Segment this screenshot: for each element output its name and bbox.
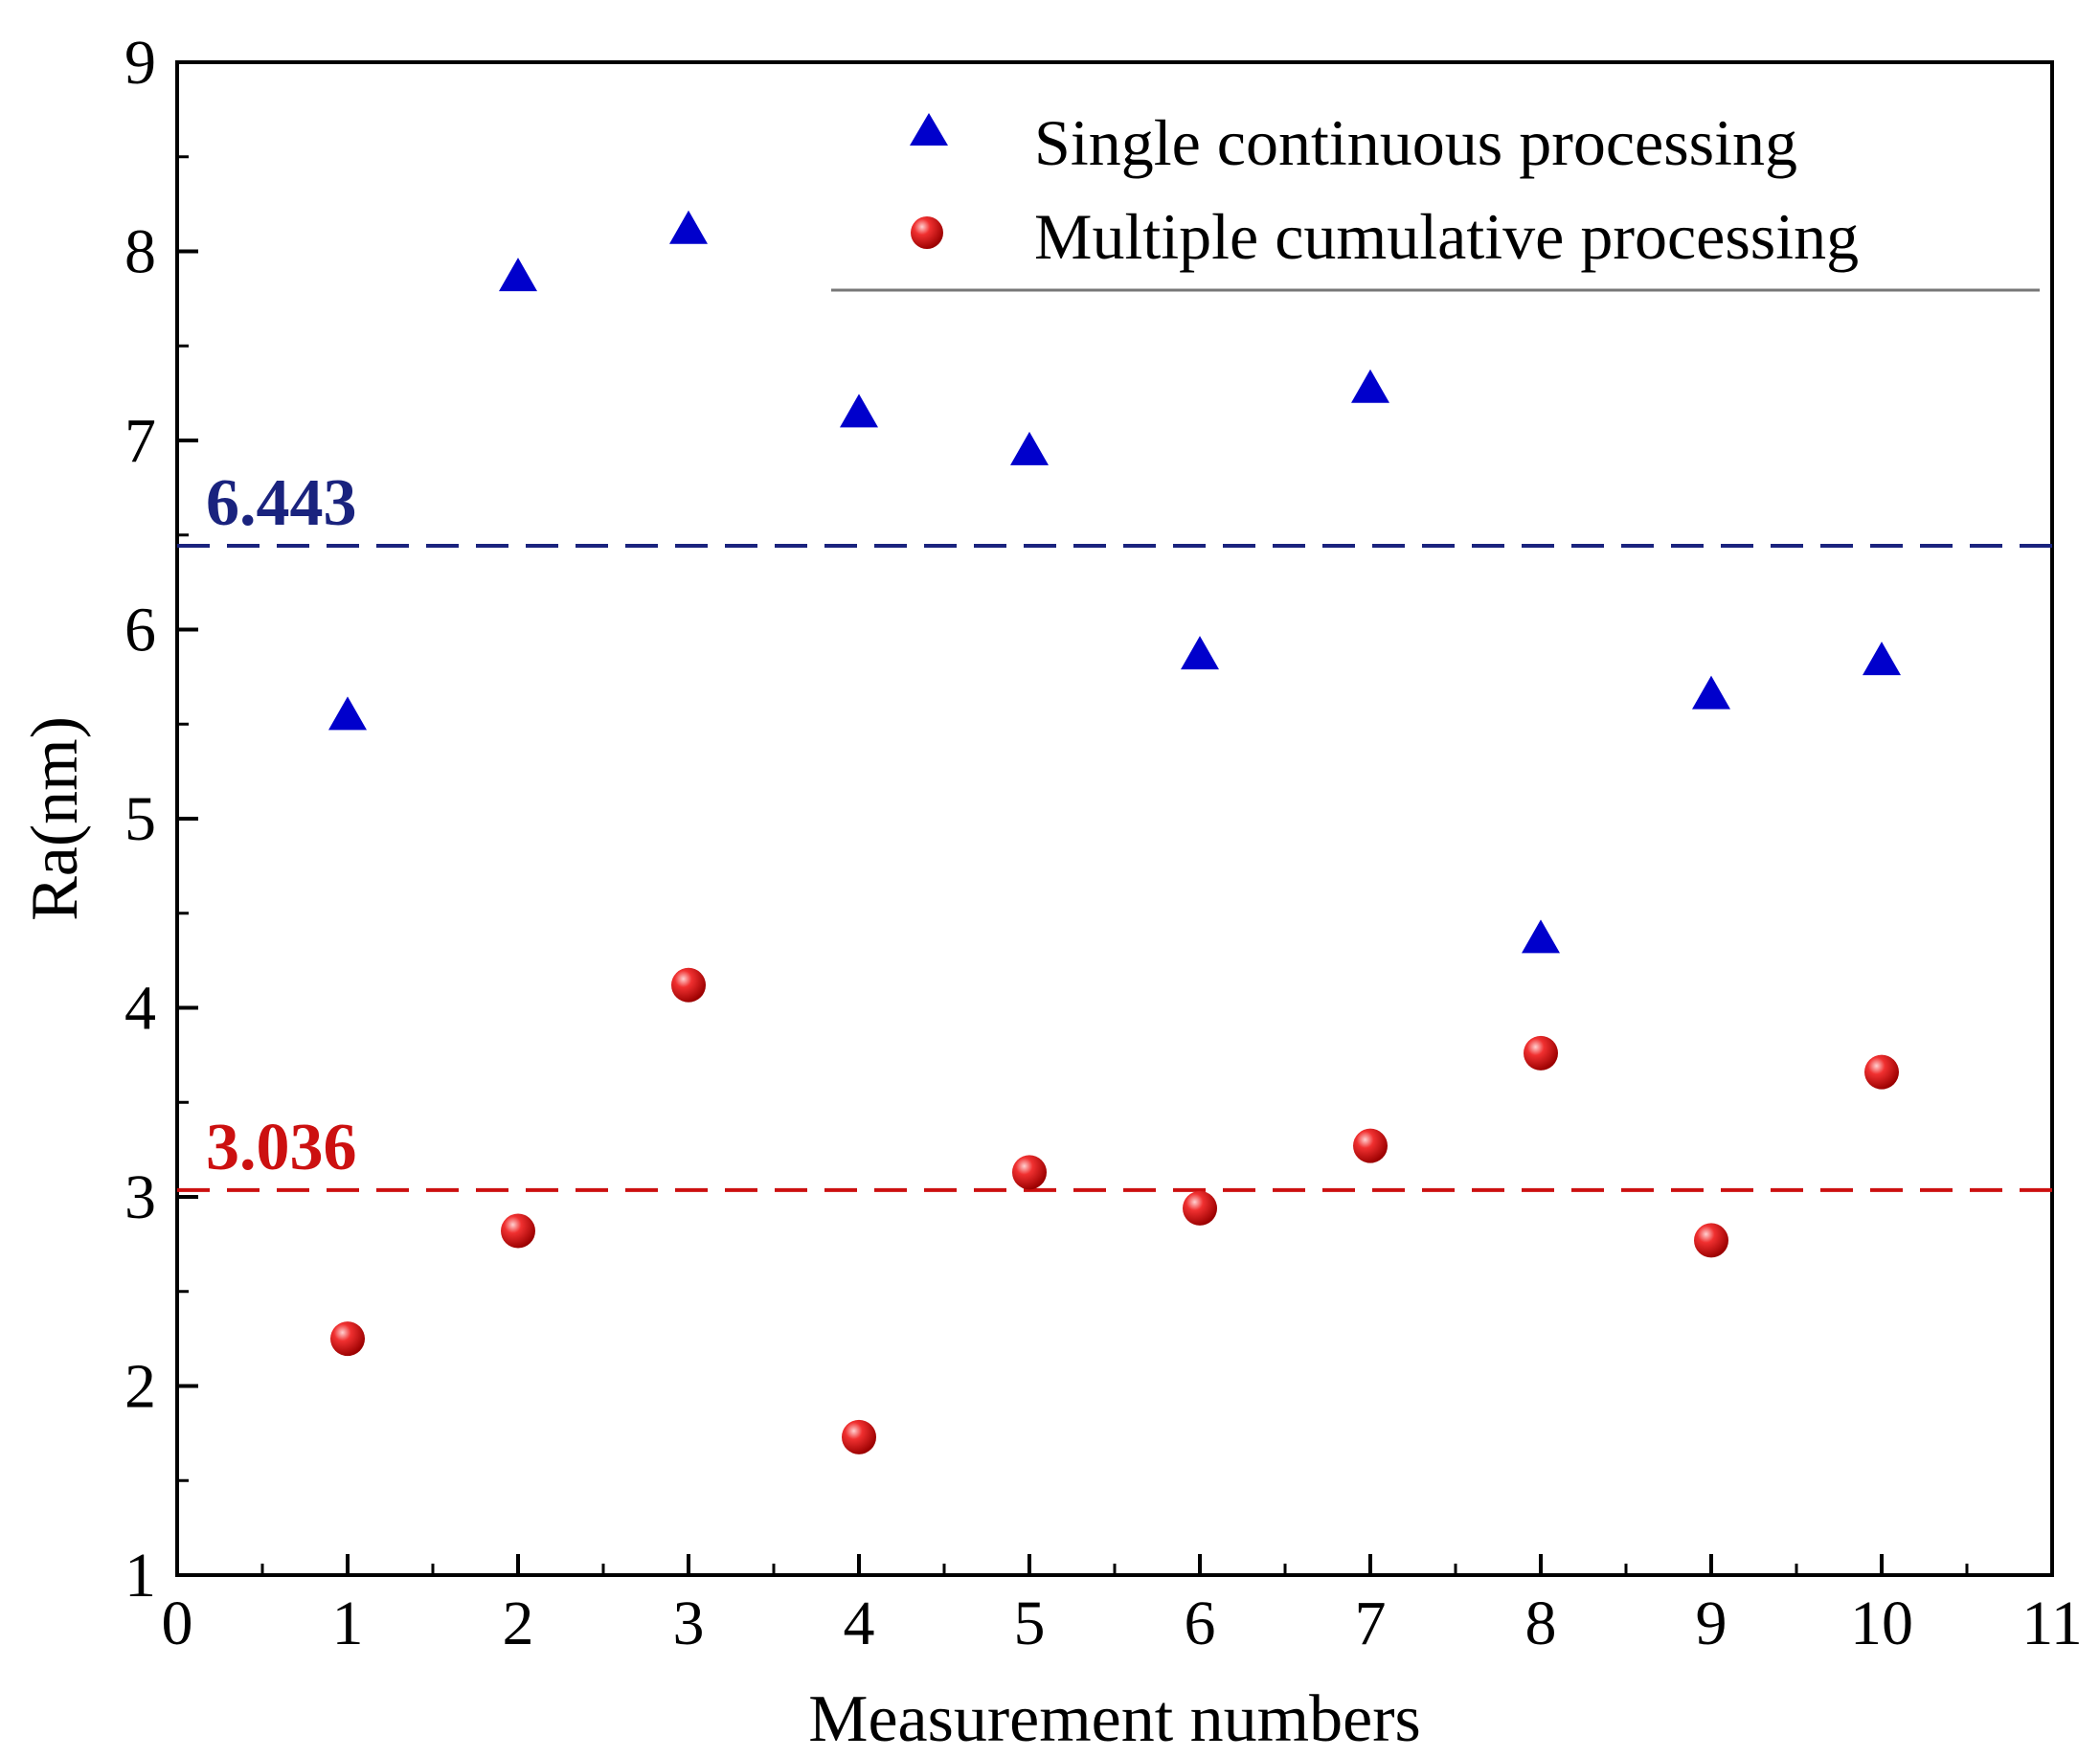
sphere-point-2 — [501, 1213, 535, 1249]
legend-marker-sphere — [911, 216, 943, 249]
sphere-point-4 — [842, 1419, 876, 1454]
x-tick-label: 6 — [1185, 1589, 1216, 1658]
triangle-point-2 — [499, 258, 537, 292]
x-tick-label: 9 — [1696, 1589, 1727, 1658]
y-tick-label: 1 — [124, 1541, 156, 1611]
sphere-point-8 — [1524, 1035, 1558, 1071]
y-tick-label: 9 — [124, 28, 156, 98]
x-tick-label: 3 — [673, 1589, 705, 1658]
sphere-point-5 — [1012, 1155, 1047, 1190]
x-tick-label: 1 — [332, 1589, 364, 1658]
sphere-point-9 — [1694, 1223, 1728, 1258]
triangle-point-9 — [1692, 675, 1730, 710]
x-tick-label: 2 — [503, 1589, 534, 1658]
y-tick-label: 5 — [124, 784, 156, 854]
sphere-point-3 — [671, 967, 706, 1003]
reference-label-0: 6.443 — [206, 466, 357, 540]
reference-label-1: 3.036 — [206, 1111, 357, 1184]
x-tick-label: 5 — [1014, 1589, 1046, 1658]
triangle-point-5 — [1010, 431, 1049, 465]
y-axis-title: Ra(nm) — [18, 716, 92, 921]
x-tick-label: 7 — [1355, 1589, 1387, 1658]
y-tick-label: 7 — [124, 406, 156, 476]
sphere-point-6 — [1183, 1190, 1217, 1226]
y-tick-label: 6 — [124, 596, 156, 665]
triangle-point-1 — [328, 696, 367, 731]
triangle-point-6 — [1181, 636, 1219, 670]
y-tick-label: 3 — [124, 1162, 156, 1232]
reference-lines: 6.443 3.036 — [177, 466, 2052, 1192]
sphere-point-7 — [1353, 1128, 1388, 1163]
triangle-point-8 — [1522, 919, 1560, 954]
legend-marker-triangle — [910, 113, 948, 146]
x-tick-label: 0 — [162, 1589, 193, 1658]
y-tick-label: 2 — [124, 1352, 156, 1422]
triangle-point-7 — [1351, 369, 1389, 403]
legend: Single continuous processing Multiple cu… — [831, 106, 2040, 292]
data-points — [328, 210, 1901, 1454]
y-tick-label: 4 — [124, 974, 156, 1044]
legend-label-multiple: Multiple cumulative processing — [1034, 200, 1859, 273]
sphere-point-10 — [1864, 1054, 1899, 1090]
triangle-point-3 — [669, 210, 708, 244]
triangle-point-4 — [840, 394, 878, 428]
x-tick-label: 10 — [1850, 1589, 1913, 1658]
triangle-point-10 — [1863, 642, 1901, 676]
x-tick-label: 4 — [844, 1589, 875, 1658]
x-tick-label: 8 — [1525, 1589, 1557, 1658]
x-tick-label: 11 — [2021, 1589, 2083, 1658]
x-axis-title: Measurement numbers — [808, 1682, 1421, 1756]
sphere-point-1 — [330, 1321, 365, 1357]
y-tick-label: 8 — [124, 217, 156, 287]
legend-label-single: Single continuous processing — [1034, 106, 1797, 179]
